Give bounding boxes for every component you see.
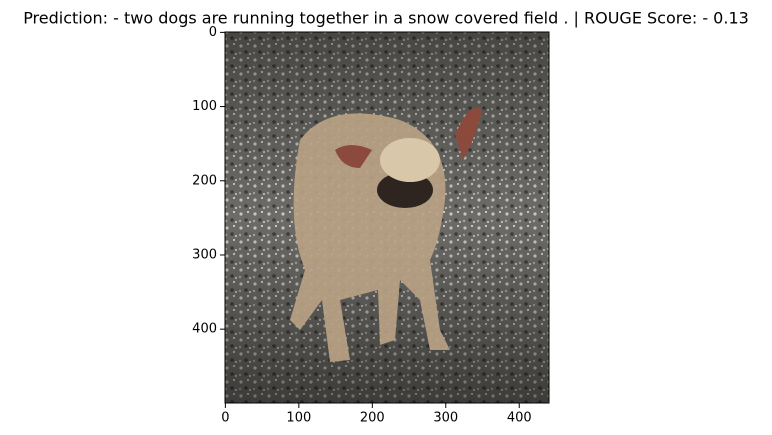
chart-title: Prediction: - two dogs are running toget… — [23, 9, 749, 28]
y-tick-label: 400 — [192, 322, 217, 337]
x-tick-label: 400 — [507, 411, 532, 426]
y-tick-label: 200 — [192, 173, 217, 188]
photo — [225, 32, 549, 403]
x-tick-label: 200 — [360, 411, 385, 426]
y-tick-label: 300 — [192, 247, 217, 262]
x-tick-label: 0 — [221, 411, 229, 426]
x-tick-label: 100 — [286, 411, 311, 426]
x-tick-label: 300 — [433, 411, 458, 426]
y-tick-label: 100 — [192, 99, 217, 114]
y-tick-label: 0 — [209, 25, 217, 40]
axes-frame — [224, 31, 550, 404]
